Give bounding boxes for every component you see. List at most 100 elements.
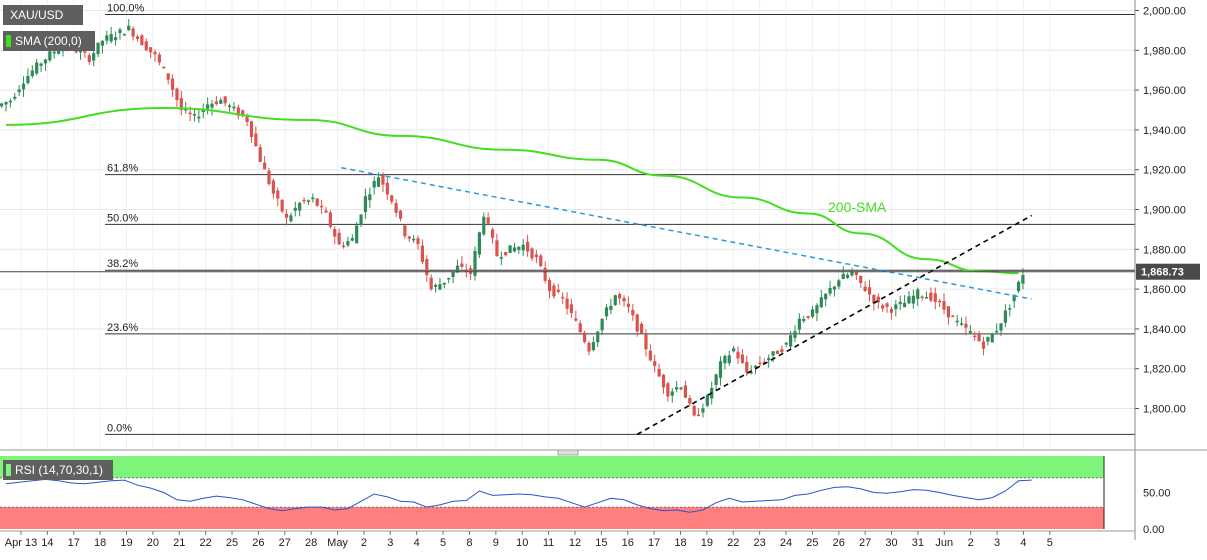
candle-body [732, 348, 736, 352]
candle-body [552, 285, 556, 297]
candle-body [670, 391, 674, 396]
candle-body [359, 214, 363, 225]
candle-body [4, 101, 8, 105]
candle-body [942, 301, 946, 310]
candle-body [21, 83, 26, 90]
x-tick-label: 12 [569, 537, 581, 549]
candle-body [26, 75, 30, 84]
date-axis: Apr 13 14 17 18 19 20 21 22 25 26 27 28 May 2 3 4 5 8 9 10 1… [0, 530, 1135, 549]
candle-body [499, 257, 503, 259]
x-tick-label: 2 [968, 537, 974, 549]
candle-body [302, 199, 306, 202]
candle-body [254, 133, 258, 147]
candle-body [556, 289, 560, 292]
candle-body [293, 207, 297, 211]
candle-body [482, 216, 486, 235]
candle-body [429, 277, 433, 290]
resistance-trendline [341, 166, 1032, 300]
fib-level-label: 61.8% [107, 163, 138, 175]
candle-body [723, 355, 727, 364]
candle-body [420, 245, 425, 262]
candle-body [184, 108, 188, 111]
candle-body [412, 238, 416, 241]
y-tick-label: 1,900.00 [1143, 205, 1186, 217]
candle-body [591, 341, 595, 351]
candlestick-series [0, 19, 1025, 418]
candle-body [863, 286, 867, 292]
candle-body [109, 34, 113, 42]
candle-body [780, 349, 784, 352]
candle-body [705, 395, 709, 406]
candle-body [828, 287, 832, 294]
x-tick-label: 25 [226, 537, 238, 549]
candle-body [188, 112, 192, 115]
x-tick-label: 26 [833, 537, 845, 549]
grid-layer [0, 0, 1135, 450]
rsi-tick-label: 50.00 [1143, 488, 1171, 500]
candle-body [543, 267, 547, 281]
candle-body [881, 305, 885, 309]
candle-body [613, 295, 617, 306]
y-tick-label: 1,880.00 [1143, 244, 1186, 256]
candle-body [376, 177, 381, 187]
x-tick-label: 24 [780, 537, 792, 549]
candle-body [271, 180, 275, 194]
candle-body [938, 300, 942, 303]
candle-body [784, 342, 788, 345]
rsi-tick-label: 0.00 [1143, 524, 1164, 536]
candle-body [179, 98, 183, 111]
candle-body [153, 52, 157, 55]
candle-body [578, 323, 582, 333]
candle-body [135, 36, 140, 39]
candle-body [924, 297, 929, 299]
candle-body [920, 296, 924, 298]
candle-body [898, 301, 902, 305]
candle-body [1008, 308, 1012, 310]
candle-body [999, 323, 1003, 331]
candle-body [263, 162, 267, 170]
candle-body [762, 361, 766, 364]
candle-body [653, 361, 657, 366]
x-tick-label: 5 [1047, 537, 1053, 549]
y-tick-label: 1,940.00 [1143, 125, 1186, 137]
candle-body [320, 205, 324, 208]
indicator-badge [3, 31, 95, 51]
candle-body [35, 62, 39, 74]
current-price-tag [1136, 263, 1200, 280]
candle-body [977, 333, 981, 342]
candle-body [929, 292, 933, 301]
symbol-label: XAU/USD [10, 8, 64, 22]
x-tick-label: 14 [41, 537, 53, 549]
candle-body [797, 318, 801, 330]
candle-body [911, 295, 915, 304]
candle-body [867, 287, 872, 295]
candle-body [968, 330, 972, 333]
candle-body [701, 408, 705, 413]
current-price-label: 1,868.73 [1141, 267, 1184, 279]
candle-body [398, 210, 403, 219]
x-tick-label: Apr 13 [5, 537, 37, 549]
x-tick-label: 25 [806, 537, 818, 549]
rsi-panel: 50.00 0.00 [0, 456, 1171, 536]
y-tick-label: 1,820.00 [1143, 364, 1186, 376]
candle-body [758, 362, 762, 365]
fibonacci-levels: 100.0% 61.8% 50.0% 38.2% 23.6% 0.0% [105, 2, 1135, 435]
x-tick-label: 19 [120, 537, 132, 549]
x-tick-label: 5 [440, 537, 446, 549]
candle-body [631, 309, 635, 316]
candle-body [337, 232, 341, 245]
x-tick-label: 15 [595, 537, 607, 549]
candle-body [639, 323, 644, 334]
candle-body [644, 334, 648, 350]
x-tick-label: 8 [466, 537, 472, 549]
candle-body [587, 342, 591, 352]
candle-body [736, 351, 740, 359]
candle-body [57, 49, 61, 54]
candle-body [341, 245, 346, 248]
candle-body [333, 228, 337, 237]
candle-body [539, 255, 543, 267]
candle-body [455, 265, 460, 273]
candle-body [232, 106, 236, 109]
candle-body [819, 297, 823, 308]
